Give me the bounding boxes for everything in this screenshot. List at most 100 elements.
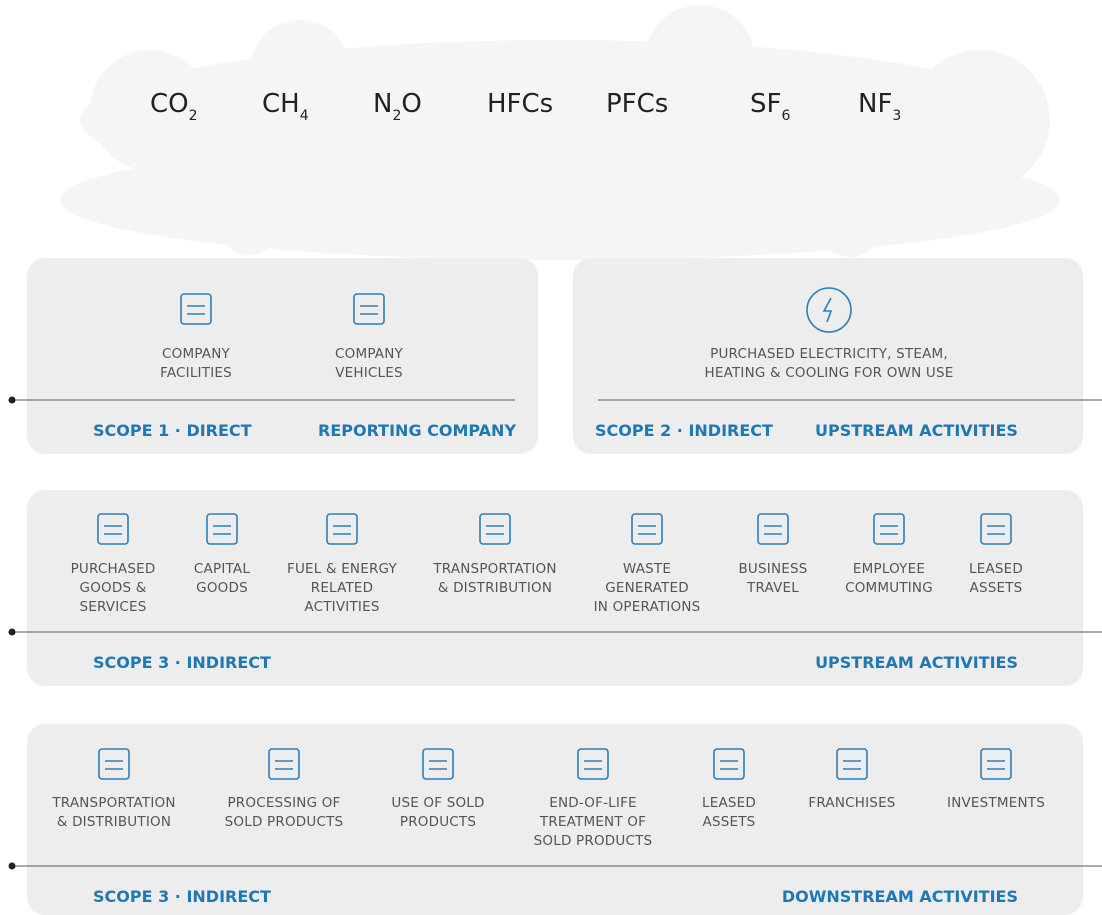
divider-lines: [12, 399, 1102, 867]
icon-shape: [180, 293, 212, 325]
cloud-background: [60, 5, 1060, 265]
icon: [326, 513, 358, 545]
scope-label: SCOPE 1 · DIRECT: [93, 421, 252, 440]
item-label: GOODS &: [80, 580, 147, 596]
icon: [836, 748, 868, 780]
icon: [479, 513, 511, 545]
formula-tail: O: [401, 89, 421, 119]
activity-label: DOWNSTREAM ACTIVITIES: [782, 887, 1018, 906]
activity-label: UPSTREAM ACTIVITIES: [815, 653, 1018, 672]
item-label: LEASED: [702, 795, 756, 811]
item-label: TRANSPORTATION: [432, 561, 556, 577]
gas-formula: PFCs: [606, 89, 668, 119]
icon: [97, 513, 129, 545]
icon-shape: [479, 513, 511, 545]
icon-shape: [206, 513, 238, 545]
item-label: TRAVEL: [746, 580, 799, 596]
icon: [353, 293, 385, 325]
icon-shape: [98, 748, 130, 780]
item-label: COMPANY: [335, 346, 404, 362]
formula: NF: [858, 89, 892, 119]
icon: [806, 287, 852, 333]
item-label: PURCHASED ELECTRICITY, STEAM,: [710, 346, 948, 362]
icon-shape: [268, 748, 300, 780]
subscript: 2: [189, 108, 198, 124]
item-label: TRANSPORTATION: [51, 795, 175, 811]
gas-formula: HFCs: [487, 89, 553, 119]
item-label: FUEL & ENERGY: [287, 561, 398, 577]
icon: [206, 513, 238, 545]
icon-shape: [980, 748, 1012, 780]
scope-label: SCOPE 3 · INDIRECT: [93, 653, 271, 672]
gas-formula: NF3: [858, 89, 901, 124]
icon-shape: [422, 748, 454, 780]
item-label: GOODS: [196, 580, 248, 596]
icon-shape: [713, 748, 745, 780]
icon: [577, 748, 609, 780]
item-label: LEASED: [969, 561, 1023, 577]
panel: [573, 258, 1083, 454]
item-label: FRANCHISES: [808, 795, 895, 811]
item-label: VEHICLES: [335, 365, 403, 381]
item-label: INVESTMENTS: [947, 795, 1045, 811]
icon: [713, 748, 745, 780]
subscript: 4: [300, 108, 309, 124]
formula: N: [373, 89, 392, 119]
formula: CO: [150, 89, 189, 119]
scope-label: SCOPE 2 · INDIRECT: [595, 421, 773, 440]
icon: [422, 748, 454, 780]
subscript: 2: [392, 108, 401, 124]
icon: [873, 513, 905, 545]
formula: HFCs: [487, 89, 553, 119]
activity-label: UPSTREAM ACTIVITIES: [815, 421, 1018, 440]
panel: [27, 724, 1083, 915]
icon-shape: [577, 748, 609, 780]
item-label: & DISTRIBUTION: [57, 814, 171, 830]
icon-shape: [806, 287, 852, 333]
icon: [757, 513, 789, 545]
formula: SF: [750, 89, 781, 119]
icon-shape: [836, 748, 868, 780]
formula: PFCs: [606, 89, 668, 119]
icon-shape: [353, 293, 385, 325]
item-label: IN OPERATIONS: [594, 599, 701, 615]
item-label: TREATMENT OF: [539, 814, 646, 830]
icon-shape: [757, 513, 789, 545]
icon: [98, 748, 130, 780]
icon-shape: [97, 513, 129, 545]
item-label: SOLD PRODUCTS: [225, 814, 344, 830]
item-label: EMPLOYEE: [853, 561, 925, 577]
gas-formula: SF6: [750, 89, 790, 124]
icon-shape: [822, 297, 833, 323]
icon-shape: [873, 513, 905, 545]
item-label: BUSINESS: [738, 561, 807, 577]
item-label: PROCESSING OF: [227, 795, 340, 811]
item-label: COMPANY: [162, 346, 231, 362]
icon: [980, 748, 1012, 780]
item-label: END-OF-LIFE: [549, 795, 637, 811]
item-label: COMMUTING: [845, 580, 933, 596]
item-label: GENERATED: [605, 580, 689, 596]
icon-shape: [631, 513, 663, 545]
item-label: RELATED: [311, 580, 374, 596]
item-label: PURCHASED: [71, 561, 156, 577]
panel: [27, 258, 538, 454]
item-label: WASTE: [623, 561, 671, 577]
item-label: ACTIVITIES: [304, 599, 379, 615]
item-label: CAPITAL: [194, 561, 250, 577]
item-label: ASSETS: [703, 814, 756, 830]
item-label: USE OF SOLD: [391, 795, 484, 811]
icon: [980, 513, 1012, 545]
icon: [631, 513, 663, 545]
gas-formula: CO2: [150, 89, 198, 124]
item-label: PRODUCTS: [400, 814, 476, 830]
item-label: ASSETS: [970, 580, 1023, 596]
icon: [180, 293, 212, 325]
subscript: 3: [892, 108, 901, 124]
scope-label: SCOPE 3 · INDIRECT: [93, 887, 271, 906]
line-dots: [8, 396, 16, 870]
item-label: & DISTRIBUTION: [438, 580, 552, 596]
gas-formula: N2O: [373, 89, 422, 124]
item-label: SOLD PRODUCTS: [534, 833, 653, 849]
